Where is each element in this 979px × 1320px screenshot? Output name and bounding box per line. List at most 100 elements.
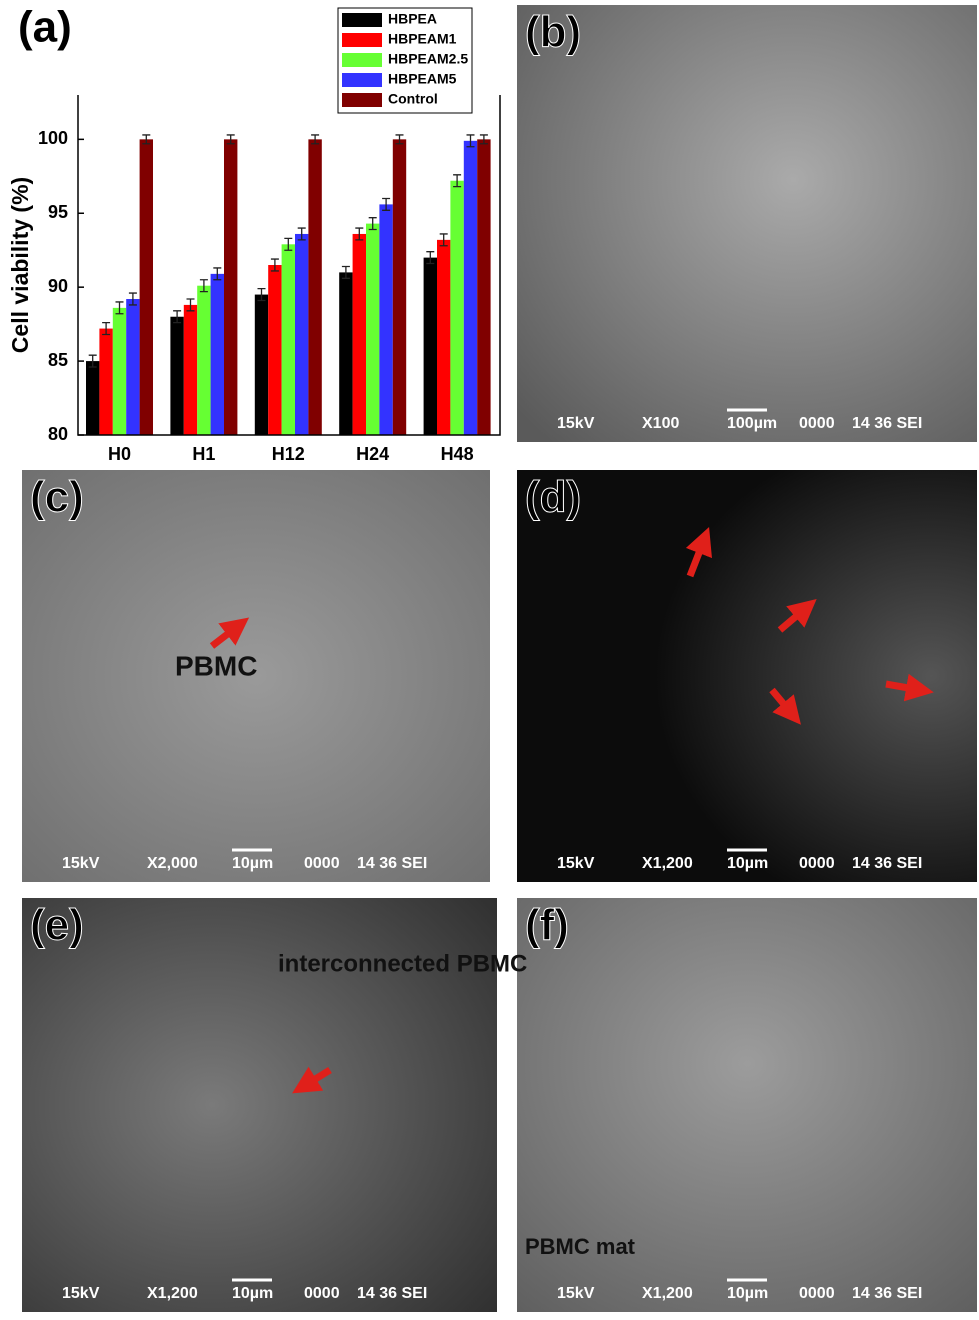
legend-label: Control bbox=[388, 91, 438, 107]
error-bar bbox=[270, 258, 279, 272]
sem-info: 0000 bbox=[799, 1285, 835, 1302]
x-tick-label: H24 bbox=[356, 444, 389, 464]
bar bbox=[268, 265, 282, 435]
sem-info: 15kV bbox=[557, 415, 595, 432]
bar bbox=[295, 233, 309, 435]
legend-swatch bbox=[342, 93, 382, 107]
x-tick-label: H0 bbox=[108, 444, 131, 464]
sem-info: 10µm bbox=[232, 855, 273, 872]
legend-label: HBPEAM1 bbox=[388, 31, 457, 47]
panel-label: (f) bbox=[525, 901, 569, 950]
error-bar bbox=[341, 265, 350, 279]
sem-image bbox=[517, 5, 977, 442]
sem-images bbox=[22, 5, 977, 1312]
sem-info: 14 36 SEI bbox=[357, 855, 427, 872]
error-bar bbox=[368, 217, 377, 231]
bar bbox=[308, 139, 322, 435]
bar bbox=[139, 139, 153, 435]
sem-info: 0000 bbox=[799, 855, 835, 872]
annotation: PBMC bbox=[175, 650, 257, 681]
y-tick-label: 80 bbox=[48, 424, 68, 444]
annotation: interconnected PBMC bbox=[278, 950, 527, 977]
sem-info: 10µm bbox=[727, 855, 768, 872]
sem-info: 14 36 SEI bbox=[852, 1285, 922, 1302]
bar bbox=[86, 361, 100, 435]
sem-info: 14 36 SEI bbox=[852, 415, 922, 432]
bar bbox=[392, 139, 407, 435]
x-tick-label: H1 bbox=[192, 444, 215, 464]
error-bar bbox=[226, 134, 235, 145]
error-bar bbox=[186, 298, 195, 312]
panel-label: (c) bbox=[30, 473, 84, 522]
bar bbox=[224, 139, 238, 435]
sem-info: 15kV bbox=[557, 855, 595, 872]
bar bbox=[423, 257, 437, 435]
error-bar bbox=[173, 310, 182, 324]
error-bar bbox=[355, 227, 364, 241]
sem-info: X1,200 bbox=[642, 855, 693, 872]
bar bbox=[126, 299, 140, 435]
bar bbox=[197, 285, 211, 435]
panel-label: (b) bbox=[525, 8, 581, 57]
annotation: PBMC mat bbox=[525, 1234, 636, 1259]
bar bbox=[477, 139, 491, 435]
error-bar bbox=[128, 292, 137, 306]
error-bar bbox=[213, 267, 222, 281]
bar bbox=[281, 244, 295, 435]
error-bar bbox=[199, 279, 208, 293]
sem-info: X1,200 bbox=[642, 1285, 693, 1302]
sem-info: 14 36 SEI bbox=[357, 1285, 427, 1302]
panel-label: (d) bbox=[525, 473, 581, 522]
y-tick-label: 100 bbox=[38, 128, 68, 148]
sem-info: 10µm bbox=[727, 1285, 768, 1302]
bar bbox=[379, 204, 393, 435]
legend-swatch bbox=[342, 13, 382, 27]
error-bar bbox=[453, 174, 462, 188]
sem-image bbox=[22, 470, 490, 882]
legend-label: HBPEAM2.5 bbox=[388, 51, 468, 67]
sem-image bbox=[517, 470, 977, 882]
error-bar bbox=[115, 301, 124, 315]
legend-swatch bbox=[342, 73, 382, 87]
sem-info: X100 bbox=[642, 415, 679, 432]
sem-image bbox=[517, 898, 977, 1312]
bar bbox=[463, 140, 478, 435]
error-bar bbox=[142, 134, 151, 145]
error-bar bbox=[311, 134, 320, 145]
error-bar bbox=[479, 134, 488, 145]
sem-info: 100µm bbox=[727, 415, 777, 432]
bar bbox=[352, 233, 366, 435]
bar bbox=[366, 223, 380, 435]
sem-info: 0000 bbox=[304, 1285, 340, 1302]
error-bar bbox=[257, 288, 266, 302]
sem-info: 15kV bbox=[62, 1285, 100, 1302]
x-tick-label: H48 bbox=[441, 444, 474, 464]
error-bar bbox=[297, 227, 306, 241]
panel-label: (e) bbox=[30, 901, 84, 950]
legend-label: HBPEAM5 bbox=[388, 71, 457, 87]
error-bar bbox=[466, 134, 475, 148]
bar bbox=[170, 316, 184, 435]
axes bbox=[77, 95, 501, 436]
sem-info: 0000 bbox=[304, 855, 340, 872]
error-bar bbox=[284, 237, 293, 251]
sem-info: 10µm bbox=[232, 1285, 273, 1302]
sem-info: 14 36 SEI bbox=[852, 855, 922, 872]
bar bbox=[183, 304, 198, 435]
bar bbox=[339, 272, 353, 435]
error-bar bbox=[88, 354, 97, 368]
bar bbox=[99, 328, 113, 435]
sem-info: X2,000 bbox=[147, 855, 198, 872]
bar bbox=[450, 180, 464, 435]
error-bar bbox=[102, 322, 111, 336]
error-bar bbox=[382, 197, 391, 211]
bar bbox=[112, 307, 127, 435]
bar bbox=[254, 294, 269, 435]
y-tick-label: 85 bbox=[48, 350, 68, 370]
bar bbox=[210, 273, 224, 435]
x-tick-label: H12 bbox=[272, 444, 305, 464]
y-axis-label: Cell viability (%) bbox=[7, 177, 33, 353]
sem-image bbox=[22, 898, 497, 1312]
